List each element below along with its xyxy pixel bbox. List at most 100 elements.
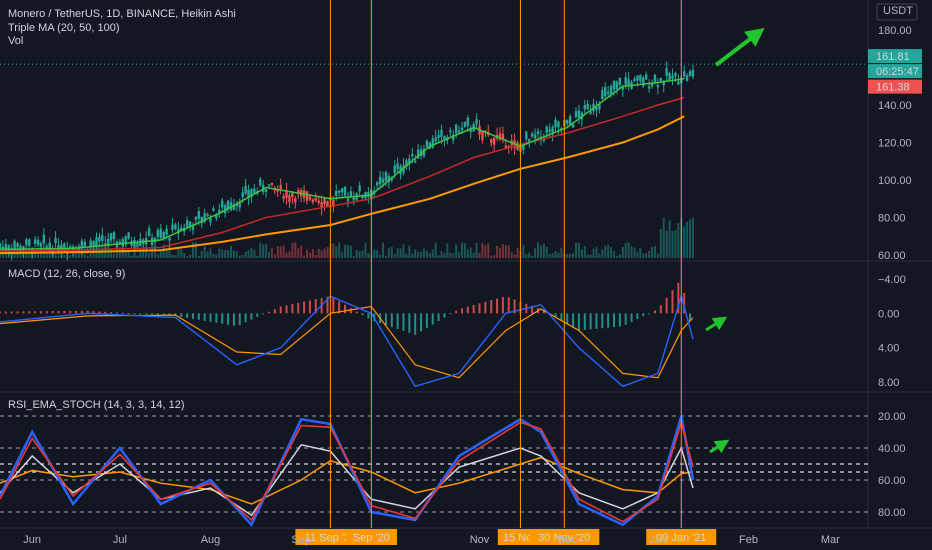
volume-bar (139, 248, 142, 258)
candle-body (221, 200, 224, 208)
candle-body (384, 171, 388, 181)
candle-body (253, 188, 256, 193)
volume-bar (534, 248, 537, 258)
macd-histogram-bar (151, 313, 154, 315)
volume-bar (349, 245, 352, 258)
macd-histogram-bar (618, 313, 621, 327)
volume-bar (618, 254, 621, 258)
macd-histogram-bar (121, 312, 124, 314)
volume-legend[interactable]: Vol (8, 35, 24, 47)
macd-histogram-bar (267, 311, 270, 314)
volume-bar (443, 252, 446, 258)
candle-body (375, 182, 379, 186)
candle-body (159, 228, 163, 238)
candle-body (197, 211, 201, 219)
rsi-tick-label: 40.00 (878, 443, 906, 455)
candle-body (36, 239, 40, 246)
volume-bar (674, 230, 677, 258)
candle-body (340, 188, 344, 193)
macd-histogram-bar (408, 313, 411, 333)
volume-bar (332, 243, 335, 258)
candle-body (276, 189, 279, 192)
candle-body (68, 246, 72, 249)
volume-bar (194, 242, 197, 258)
volume-bar (428, 253, 431, 258)
volume-bar (297, 248, 300, 258)
volume-bar (107, 249, 110, 258)
candle-body (685, 75, 689, 81)
time-tick-label: Sep (291, 534, 311, 546)
candle-body (191, 225, 195, 230)
macd-histogram-bar (437, 313, 440, 322)
candle-body (551, 126, 554, 135)
currency-box (876, 3, 918, 21)
candle-body (571, 124, 575, 128)
macd-tick-label: −4.00 (878, 274, 906, 286)
candle-body (481, 130, 484, 141)
signal-line (0, 305, 694, 379)
volume-bar (659, 228, 662, 258)
price-tick-label: 120.00 (878, 138, 912, 150)
candle-body (522, 144, 525, 150)
macd-legend[interactable]: MACD (12, 26, close, 9) (8, 268, 126, 280)
macd-histogram-bar (455, 310, 458, 314)
volume-bar (440, 251, 443, 258)
candle-body (118, 241, 122, 244)
candle-body (665, 68, 668, 76)
candle-body (188, 221, 192, 227)
price-tick-label: 140.00 (878, 100, 912, 112)
candle-body (112, 232, 116, 239)
candle-body (185, 220, 189, 227)
ma50-line (0, 96, 685, 253)
volume-bar (34, 249, 37, 258)
macd-histogram-bar (384, 313, 387, 326)
volume-bar (153, 247, 156, 258)
candle-body (109, 233, 113, 241)
macd-histogram-bar (238, 313, 241, 325)
candle-body (54, 237, 57, 244)
volume-bar (545, 246, 548, 258)
volume-bar (566, 253, 569, 258)
volume-bar (580, 249, 583, 258)
candle-body (127, 232, 130, 239)
trend-arrows (705, 27, 765, 454)
candle-body (466, 117, 470, 126)
macd-histogram-bar (63, 310, 66, 314)
candle-body (200, 216, 203, 224)
volume-bar (118, 246, 121, 258)
macd-histogram-bar (443, 313, 446, 318)
volume-bar (624, 243, 627, 258)
volume-bar (300, 245, 303, 258)
volume-bar (493, 255, 496, 258)
volume-bar (592, 248, 595, 258)
candle-body (396, 163, 399, 170)
macd-histogram-bar (28, 311, 31, 314)
volume-bar (466, 249, 469, 258)
macd-histogram-bar (16, 311, 19, 314)
ma-legend[interactable]: Triple MA (20, 50, 100) (8, 22, 120, 34)
marker-label-box (529, 529, 600, 545)
volume-bar (1, 250, 4, 258)
candle-body (413, 160, 417, 163)
candle-body (688, 71, 692, 77)
volume-bar (45, 252, 48, 258)
candle-body (393, 165, 396, 174)
macd-histogram-bar (472, 305, 475, 314)
marker-label-box (646, 529, 717, 545)
candle-body (615, 81, 619, 90)
volume-bar (449, 252, 452, 258)
volume-bar (487, 243, 490, 258)
volume-bar (355, 249, 358, 258)
candle-body (475, 119, 478, 125)
macd-histogram-bar (39, 311, 42, 314)
volume-bar (241, 254, 244, 258)
macd-histogram-bar (80, 310, 83, 314)
macd-histogram-bar (414, 313, 417, 335)
candle-body (437, 135, 440, 138)
candle-body (320, 201, 323, 209)
rsi-legend[interactable]: RSI_EMA_STOCH (14, 3, 3, 14, 12) (8, 399, 185, 411)
macd-histogram-bar (221, 313, 224, 324)
macd-histogram-bar (4, 311, 7, 314)
symbol-title[interactable]: Monero / TetherUS, 1D, BINANCE, Heikin A… (8, 8, 236, 20)
